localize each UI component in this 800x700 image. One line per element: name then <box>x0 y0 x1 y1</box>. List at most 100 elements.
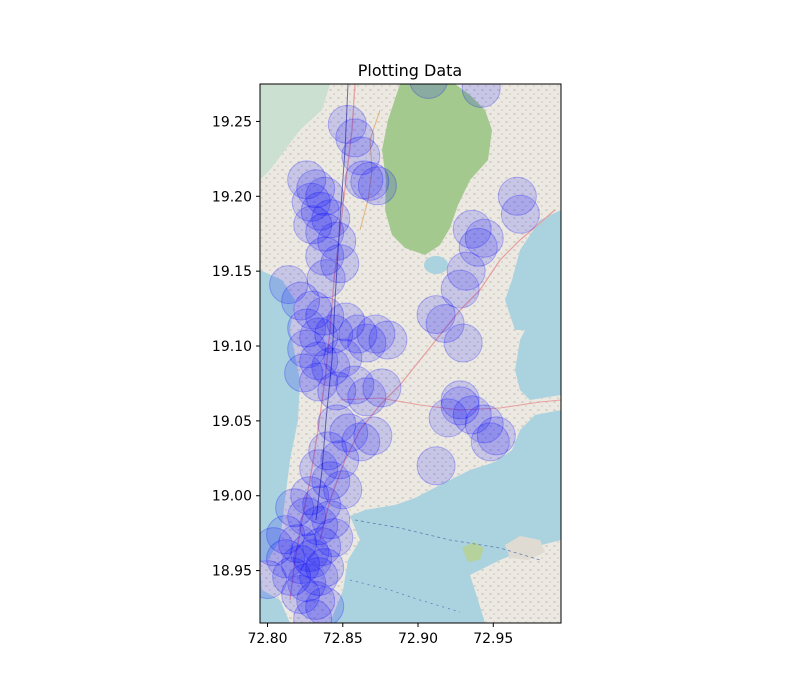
scatter-point <box>323 470 363 510</box>
scatter-point <box>293 599 333 623</box>
scatter-point <box>461 84 501 108</box>
scatter-point <box>299 449 339 489</box>
scatter-point <box>314 518 354 558</box>
land-mainland <box>260 84 561 623</box>
scatter-point <box>317 221 357 261</box>
small-island <box>462 542 484 562</box>
y-tick-label: 19.15 <box>212 264 252 280</box>
scatter-point <box>452 209 492 249</box>
scatter-point <box>305 176 345 216</box>
scatter-point <box>368 320 408 360</box>
road-north <box>359 109 381 231</box>
scatter-point <box>305 236 345 276</box>
scatter-point <box>284 353 324 393</box>
scatter-point <box>464 404 504 444</box>
scatter-point <box>416 295 456 335</box>
scatter-point <box>275 488 315 528</box>
road-western <box>289 84 356 601</box>
scatter-point <box>317 371 357 411</box>
scatter-point <box>329 413 369 453</box>
scatter-point <box>293 290 333 330</box>
scatter-point <box>299 317 339 357</box>
scatter-point <box>287 308 327 348</box>
lake <box>424 256 448 274</box>
scatter-point <box>317 404 357 444</box>
scatter-point <box>299 362 339 402</box>
scatter-point <box>335 365 375 405</box>
plot-area-frame <box>259 83 562 624</box>
y-tick-label: 18.95 <box>212 564 252 580</box>
scatter-point <box>356 314 396 354</box>
scatter-point <box>440 380 480 420</box>
y-tick-label: 19.25 <box>212 114 252 130</box>
scatter-point <box>311 347 351 387</box>
scatter-point <box>341 136 381 176</box>
scatter-point <box>344 160 384 200</box>
scatter-point <box>416 446 456 486</box>
x-axis: 72.80 72.85 72.90 72.95 <box>247 623 513 647</box>
scatter-point <box>299 557 339 597</box>
y-tick-label: 19.20 <box>212 189 252 205</box>
y-tick-label: 19.10 <box>212 339 252 355</box>
scatter-point <box>425 304 465 344</box>
scatter-point <box>266 515 306 555</box>
scatter-point <box>281 281 321 321</box>
x-tick-label: 72.80 <box>247 631 287 647</box>
scatter-point <box>300 191 340 231</box>
national-park <box>382 84 492 255</box>
rail-line <box>315 84 349 521</box>
eastern-creek <box>505 210 561 330</box>
scatter-point <box>327 104 367 144</box>
x-tick-label: 72.90 <box>398 631 438 647</box>
scatter-point <box>278 524 318 564</box>
road-eastern <box>319 209 556 541</box>
scatter-point <box>335 118 375 158</box>
y-axis: 18.95 19.00 19.05 19.10 19.15 19.20 19.25 <box>212 114 260 580</box>
scatter-point <box>269 265 309 305</box>
scatter-point <box>305 548 345 588</box>
scatter-point <box>296 581 336 621</box>
scatter-point <box>293 539 333 579</box>
scatter-point <box>302 485 342 525</box>
scatter-point <box>452 395 492 435</box>
wetland-northwest <box>260 84 330 180</box>
scatter-point <box>287 563 327 603</box>
scatter-point <box>347 377 387 417</box>
scatter-point <box>305 296 345 336</box>
scatter-point <box>341 422 381 462</box>
y-tick-label: 19.05 <box>212 414 252 430</box>
x-tick-label: 72.95 <box>473 631 513 647</box>
scatter-point <box>470 422 510 462</box>
scatter-point <box>311 500 351 540</box>
scatter-point <box>357 166 397 206</box>
scatter-point <box>347 323 387 363</box>
scatter-point <box>266 539 306 579</box>
scatter-point <box>305 212 345 252</box>
scatter-point <box>409 84 448 100</box>
western-sea <box>260 270 300 562</box>
scatter-point <box>440 386 480 426</box>
scatter-point <box>287 329 327 369</box>
scatter-point <box>446 251 486 291</box>
scatter-point <box>281 545 321 585</box>
scatter-point <box>458 227 498 267</box>
scatter-point <box>290 533 330 573</box>
scatter-point <box>320 244 360 284</box>
scatter-point <box>290 476 330 516</box>
scatter-point <box>350 161 390 201</box>
scatter-point <box>323 338 363 378</box>
scatter-point <box>299 341 339 381</box>
scatter-point <box>362 368 402 408</box>
scatter-point <box>443 323 483 363</box>
scatter-point <box>320 440 360 480</box>
scatter-point <box>311 461 351 501</box>
scatter-point <box>291 182 331 222</box>
chart-title: Plotting Data <box>358 61 462 80</box>
scatter-point <box>287 497 327 537</box>
scatter-point <box>428 398 468 438</box>
map-background <box>260 84 561 623</box>
scatter-point <box>260 527 294 567</box>
y-tick-label: 19.00 <box>212 489 252 505</box>
scatter-point <box>305 587 345 623</box>
